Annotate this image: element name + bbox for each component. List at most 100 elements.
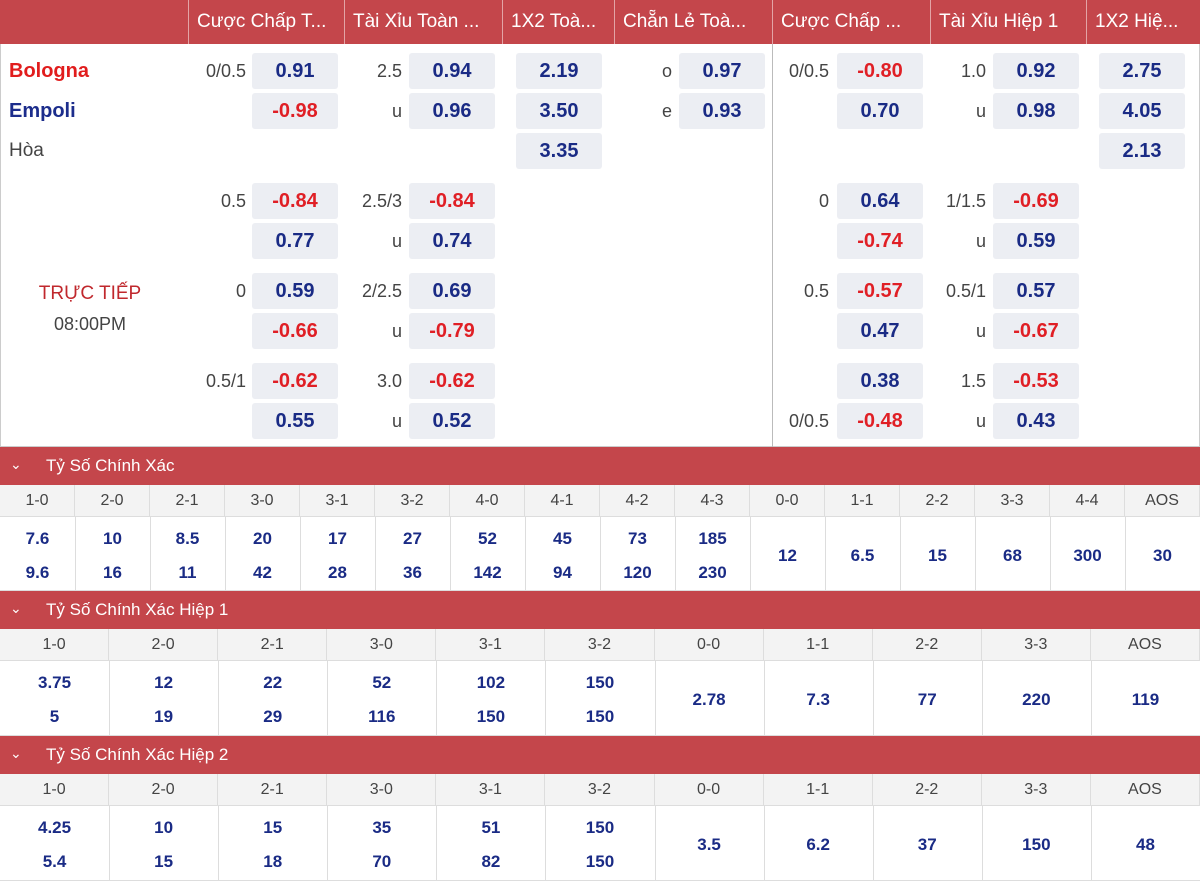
score-odd[interactable]: 77 <box>917 690 937 709</box>
score-odd[interactable]: 6.5 <box>850 546 875 565</box>
h1-handicap-home-odd[interactable]: 0.38 <box>837 363 923 399</box>
h1-handicap-home-odd[interactable]: -0.57 <box>837 273 923 309</box>
ft-handicap-away-odd[interactable]: 0.77 <box>252 223 338 259</box>
ft-1x2-home-odd[interactable]: 2.19 <box>516 53 602 89</box>
score-odd[interactable]: 300 <box>1073 546 1102 565</box>
score-odd[interactable]: 15 <box>928 546 947 565</box>
home-team[interactable]: Bologna <box>9 60 89 82</box>
score-odd-home[interactable]: 15 <box>263 818 283 837</box>
ft-over-odd[interactable]: -0.62 <box>409 363 495 399</box>
score-odd-home[interactable]: 73 <box>628 529 647 548</box>
col-h1-over-under[interactable]: Tài Xỉu Hiệp 1 <box>930 0 1086 44</box>
ft-over-odd[interactable]: 0.69 <box>409 273 495 309</box>
score-odd-away[interactable]: 5.4 <box>42 852 67 871</box>
score-odd-away[interactable]: 150 <box>476 707 506 726</box>
ft-1x2-away-odd[interactable]: 3.50 <box>516 93 602 129</box>
h1-handicap-away-odd[interactable]: -0.74 <box>837 223 923 259</box>
chevron-down-icon[interactable]: ⌄ <box>10 600 22 616</box>
score-odd-home[interactable]: 35 <box>372 818 392 837</box>
ft-odd-odd[interactable]: 0.97 <box>679 53 765 89</box>
score-odd-away[interactable]: 16 <box>103 563 122 582</box>
score-odd-away[interactable]: 19 <box>154 707 174 726</box>
col-ft-handicap[interactable]: Cược Chấp T... <box>188 0 344 44</box>
score-odd-away[interactable]: 15 <box>154 852 174 871</box>
score-odd-away[interactable]: 150 <box>585 852 615 871</box>
ft-over-odd[interactable]: 0.94 <box>409 53 495 89</box>
score-odd-away[interactable]: 70 <box>372 852 392 871</box>
score-odd[interactable]: 6.2 <box>806 835 830 854</box>
score-odd-away[interactable]: 150 <box>585 707 615 726</box>
col-h1-handicap[interactable]: Cược Chấp ... <box>772 0 930 44</box>
ft-under-odd[interactable]: 0.74 <box>409 223 495 259</box>
ft-1x2-draw-odd[interactable]: 3.35 <box>516 133 602 169</box>
h1-over-odd[interactable]: 0.57 <box>993 273 1079 309</box>
h1-under-odd[interactable]: -0.67 <box>993 313 1079 349</box>
score-odd-away[interactable]: 142 <box>473 563 502 582</box>
ft-handicap-away-odd[interactable]: 0.55 <box>252 403 338 439</box>
h1-over-odd[interactable]: 0.92 <box>993 53 1079 89</box>
ft-handicap-away-odd[interactable]: -0.66 <box>252 313 338 349</box>
col-ft-over-under[interactable]: Tài Xỉu Toàn ... <box>344 0 502 44</box>
score-odd-away[interactable]: 29 <box>263 707 283 726</box>
score-odd-home[interactable]: 150 <box>585 818 615 837</box>
h1-over-odd[interactable]: -0.69 <box>993 183 1079 219</box>
score-odd-away[interactable]: 94 <box>553 563 572 582</box>
ft-under-odd[interactable]: 0.96 <box>409 93 495 129</box>
score-odd-home[interactable]: 52 <box>478 529 497 548</box>
score-odd-home[interactable]: 4.25 <box>37 818 72 837</box>
h1-under-odd[interactable]: 0.98 <box>993 93 1079 129</box>
h1-over-odd[interactable]: -0.53 <box>993 363 1079 399</box>
score-odd[interactable]: 3.5 <box>697 835 721 854</box>
h1-handicap-away-odd[interactable]: 0.47 <box>837 313 923 349</box>
score-odd-away[interactable]: 5 <box>49 707 60 726</box>
ft-handicap-home-odd[interactable]: 0.91 <box>252 53 338 89</box>
score-odd[interactable]: 48 <box>1135 835 1155 854</box>
score-odd[interactable]: 119 <box>1131 690 1160 709</box>
ft-under-odd[interactable]: -0.79 <box>409 313 495 349</box>
ft-handicap-home-odd[interactable]: -0.84 <box>252 183 338 219</box>
score-odd[interactable]: 37 <box>917 835 937 854</box>
score-odd-home[interactable]: 3.75 <box>37 673 72 692</box>
h1-handicap-home-odd[interactable]: 0.64 <box>837 183 923 219</box>
score-odd[interactable]: 2.78 <box>692 690 726 709</box>
ft-handicap-home-odd[interactable]: -0.62 <box>252 363 338 399</box>
ft-over-odd[interactable]: -0.84 <box>409 183 495 219</box>
score-odd-away[interactable]: 36 <box>403 563 422 582</box>
score-odd-home[interactable]: 102 <box>476 673 506 692</box>
ft-handicap-home-odd[interactable]: 0.59 <box>252 273 338 309</box>
col-h1-1x2[interactable]: 1X2 Hiệ... <box>1086 0 1200 44</box>
chevron-down-icon[interactable]: ⌄ <box>10 456 22 472</box>
h1-1x2-draw-odd[interactable]: 2.13 <box>1099 133 1185 169</box>
score-odd-home[interactable]: 10 <box>154 818 174 837</box>
score-odd-away[interactable]: 120 <box>623 563 652 582</box>
score-odd[interactable]: 68 <box>1003 546 1022 565</box>
h1-handicap-home-odd[interactable]: -0.80 <box>837 53 923 89</box>
score-odd-home[interactable]: 17 <box>328 529 347 548</box>
score-odd-home[interactable]: 7.6 <box>25 529 50 548</box>
score-odd-home[interactable]: 185 <box>698 529 727 548</box>
h1-under-odd[interactable]: 0.43 <box>993 403 1079 439</box>
h1-handicap-away-odd[interactable]: 0.70 <box>837 93 923 129</box>
score-odd-away[interactable]: 116 <box>368 707 396 726</box>
score-odd[interactable]: 12 <box>778 546 797 565</box>
score-odd-home[interactable]: 150 <box>585 673 615 692</box>
score-odd-away[interactable]: 230 <box>698 563 727 582</box>
h1-1x2-home-odd[interactable]: 2.75 <box>1099 53 1185 89</box>
score-odd-home[interactable]: 12 <box>154 673 174 692</box>
section-correct-score[interactable]: ⌄ Tỷ Số Chính Xác <box>0 447 1200 485</box>
score-odd-away[interactable]: 82 <box>481 852 501 871</box>
ft-under-odd[interactable]: 0.52 <box>409 403 495 439</box>
away-team[interactable]: Empoli <box>9 100 76 122</box>
score-odd-home[interactable]: 20 <box>253 529 272 548</box>
score-odd-away[interactable]: 28 <box>328 563 347 582</box>
score-odd-away[interactable]: 11 <box>178 563 197 582</box>
score-odd-away[interactable]: 18 <box>263 852 283 871</box>
h1-handicap-away-odd[interactable]: -0.48 <box>837 403 923 439</box>
score-odd-home[interactable]: 52 <box>372 673 392 692</box>
score-odd-home[interactable]: 27 <box>403 529 422 548</box>
score-odd[interactable]: 150 <box>1022 835 1051 854</box>
score-odd-home[interactable]: 22 <box>263 673 283 692</box>
score-odd[interactable]: 7.3 <box>806 690 830 709</box>
col-ft-1x2[interactable]: 1X2 Toà... <box>502 0 614 44</box>
score-odd-home[interactable]: 10 <box>103 529 122 548</box>
